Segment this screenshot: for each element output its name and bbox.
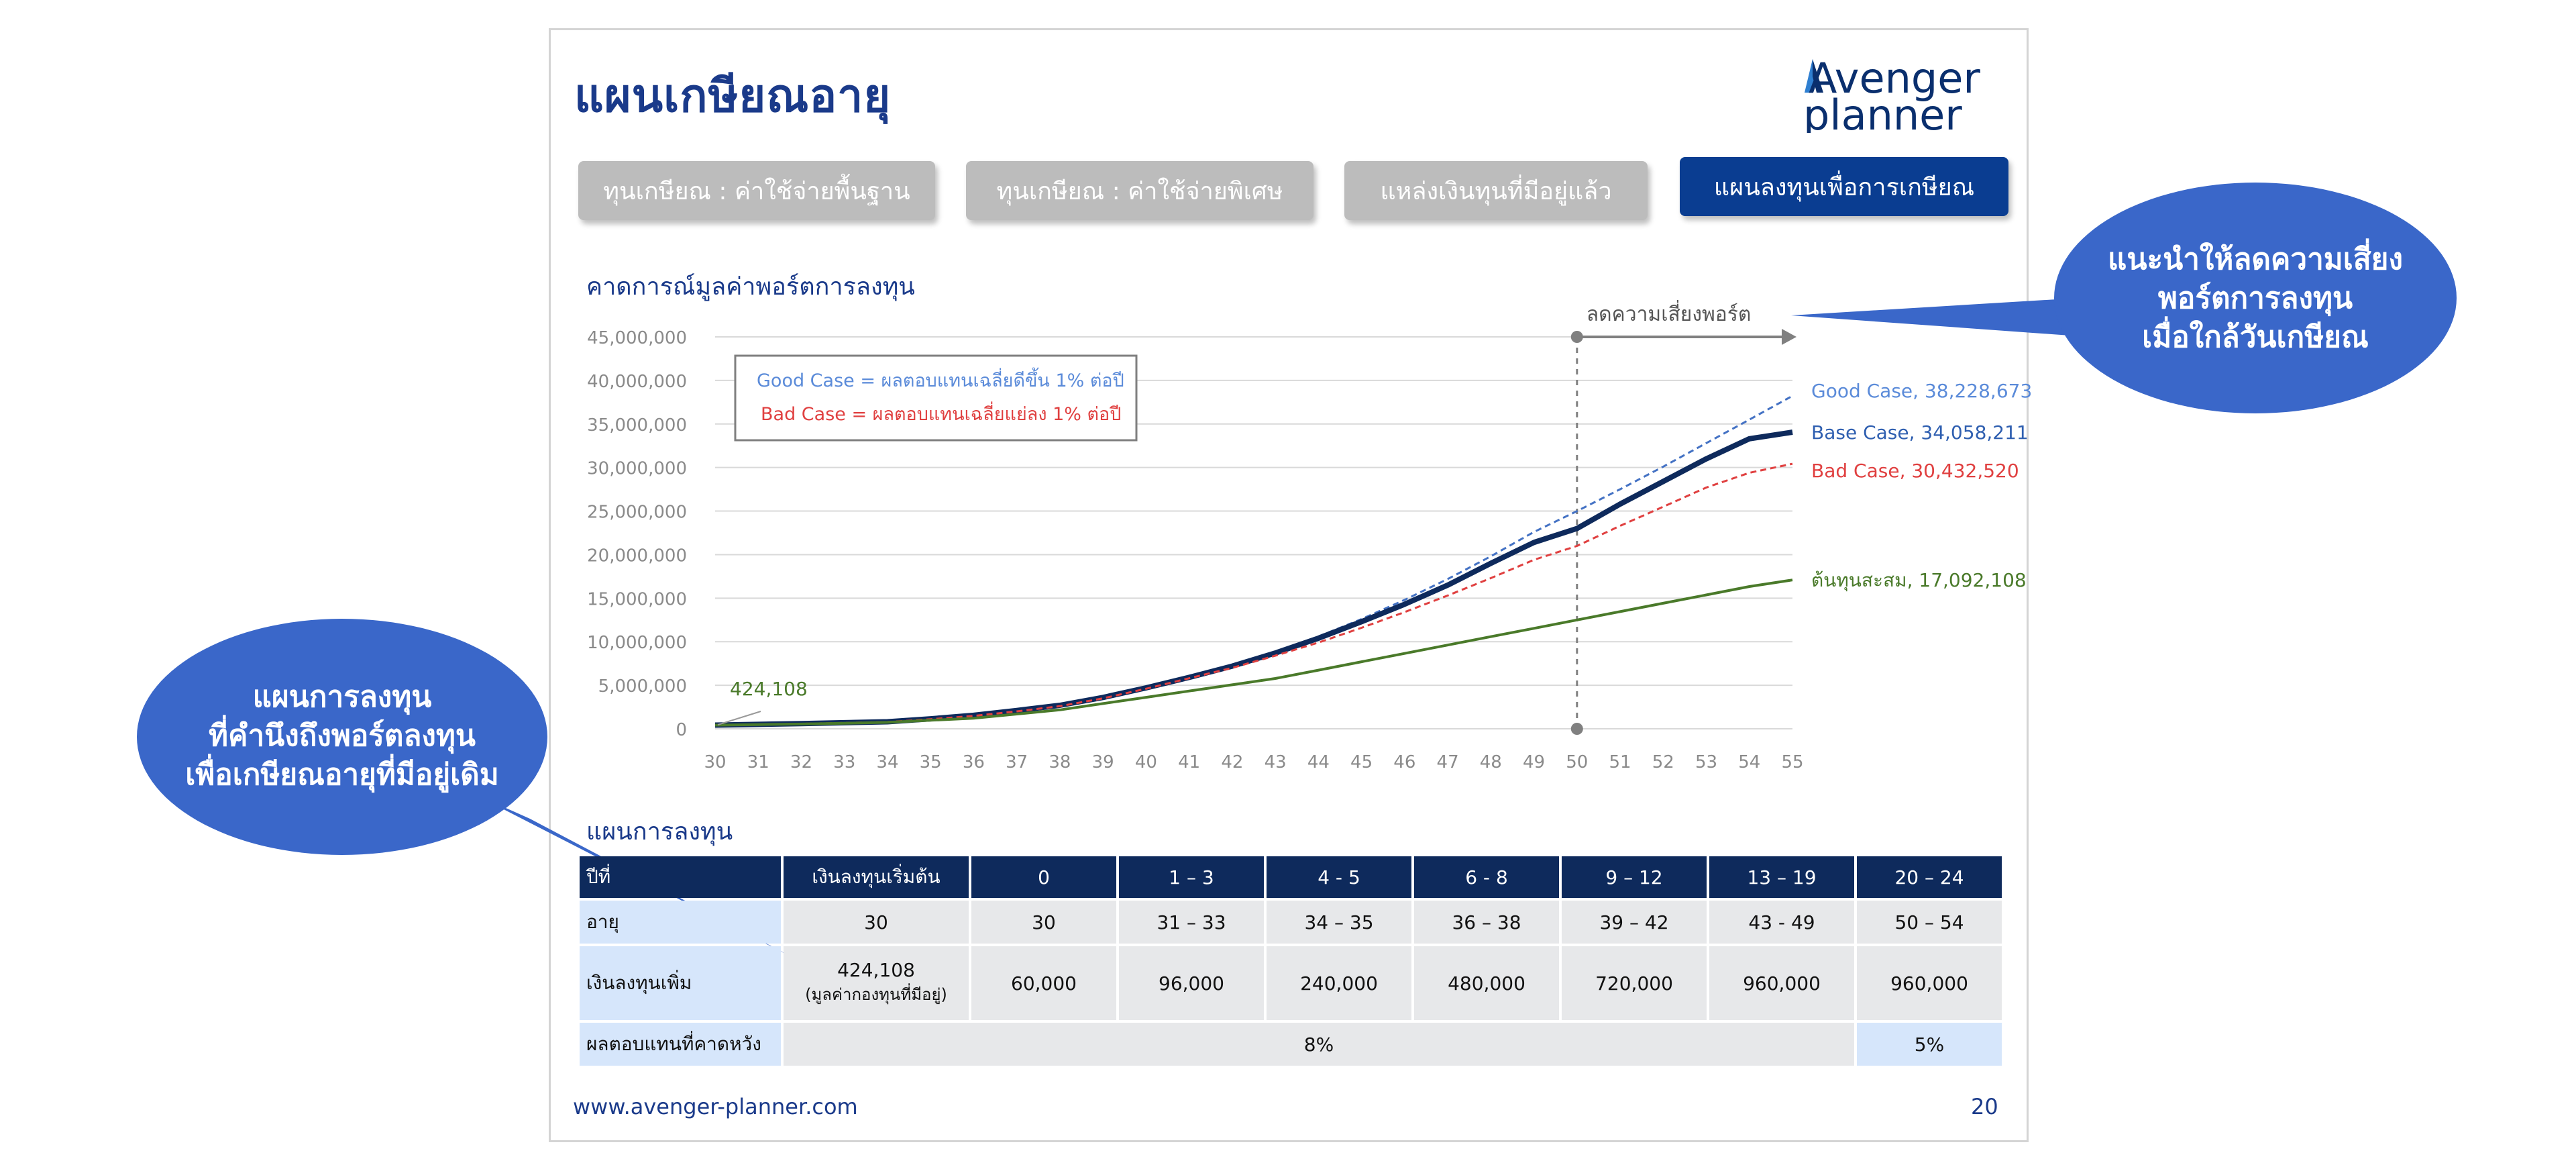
logo-mark-shade-icon	[1813, 59, 1823, 93]
table-header-cell: 9 – 12	[1562, 856, 1707, 898]
initial-amount-note: (มูลค่ากองทุนที่มีอยู่)	[805, 985, 947, 1004]
tab-investment-plan[interactable]: แผนลงทุนเพื่อการเกษียณ	[1680, 157, 2008, 216]
tab-special-expense[interactable]: ทุนเกษียณ : ค่าใช้จ่ายพิเศษ	[966, 161, 1313, 220]
table-row-label: อายุ	[580, 901, 781, 944]
table-header-cell: 6 - 8	[1414, 856, 1559, 898]
callout-left-line: เพื่อเกษียณอายุที่มีอยู่เดิม	[185, 758, 499, 792]
table-cell: 960,000	[1709, 946, 1854, 1020]
table-row-age: อายุ 30 30 31 – 33 34 – 35 36 – 38 39 – …	[580, 901, 2002, 944]
callout-left-line: ที่คำนึงถึงพอร์ตลงทุน	[209, 719, 476, 753]
callout-right-text: แนะนำให้ลดความเสี่ยง พอร์ตการลงทุน เมื่อ…	[2068, 240, 2443, 357]
table-header-cell: 1 – 3	[1119, 856, 1264, 898]
table-cell-initial: 424,108 (มูลค่ากองทุนที่มีอยู่)	[784, 946, 969, 1020]
callout-left-text: แผนการลงทุน ที่คำนึงถึงพอร์ตลงทุน เพื่อเ…	[148, 678, 537, 795]
chart-subtitle: คาดการณ์มูลค่าพอร์ตการลงทุน	[586, 273, 915, 301]
table-cell: 34 – 35	[1267, 901, 1411, 944]
table-row-label: ผลตอบแทนที่คาดหวัง	[580, 1023, 781, 1066]
table-header-cell: เงินลงทุนเริ่มต้น	[784, 856, 969, 898]
table-cell: 43 - 49	[1709, 901, 1854, 944]
tab-label: แหล่งเงินทุนที่มีอยู่แล้ว	[1380, 177, 1612, 205]
table-cell: 30	[971, 901, 1116, 944]
logo-line2: planner	[1803, 91, 1962, 133]
table-cell: 30	[784, 901, 969, 944]
table-header-cell: 13 – 19	[1709, 856, 1854, 898]
table-cell-return-main: 8%	[784, 1023, 1854, 1066]
table-cell: 60,000	[971, 946, 1116, 1020]
callout-right-line: แนะนำให้ลดความเสี่ยง	[2108, 242, 2403, 276]
table-row-return: ผลตอบแทนที่คาดหวัง 8% 5%	[580, 1023, 2002, 1066]
table-cell: 31 – 33	[1119, 901, 1264, 944]
table-subtitle: แผนการลงทุน	[586, 818, 733, 846]
footer-url[interactable]: www.avenger-planner.com	[573, 1094, 858, 1119]
table-cell: 240,000	[1267, 946, 1411, 1020]
tab-existing-funds[interactable]: แหล่งเงินทุนที่มีอยู่แล้ว	[1344, 161, 1648, 220]
table-cell: 960,000	[1857, 946, 2002, 1020]
page-title: แผนเกษียณอายุ	[574, 70, 892, 123]
table-header-row: ปีที่ เงินลงทุนเริ่มต้น 0 1 – 3 4 - 5 6 …	[580, 856, 2002, 898]
table-cell: 50 – 54	[1857, 901, 2002, 944]
table-cell: 720,000	[1562, 946, 1707, 1020]
table-cell: 36 – 38	[1414, 901, 1559, 944]
logo-line1: Avenger	[1809, 54, 1980, 103]
callout-right-line: พอร์ตการลงทุน	[2157, 281, 2353, 315]
table-header-cell: 4 - 5	[1267, 856, 1411, 898]
page-number: 20	[1971, 1094, 1998, 1119]
table-cell: 96,000	[1119, 946, 1264, 1020]
table-cell-return-last: 5%	[1857, 1023, 2002, 1066]
initial-amount: 424,108	[837, 959, 915, 981]
table-row-investment: เงินลงทุนเพิ่ม 424,108 (มูลค่ากองทุนที่ม…	[580, 946, 2002, 1020]
table-header-cell: 0	[971, 856, 1116, 898]
avenger-planner-logo: Avenger planner	[1803, 54, 1980, 133]
table-header-cell: ปีที่	[580, 856, 781, 898]
callout-left-line: แผนการลงทุน	[252, 680, 432, 714]
callout-right-line: เมื่อใกล้วันเกษียณ	[2142, 320, 2369, 354]
tab-label: แผนลงทุนเพื่อการเกษียณ	[1713, 173, 1975, 201]
table-cell: 39 – 42	[1562, 901, 1707, 944]
tab-label: ทุนเกษียณ : ค่าใช้จ่ายพื้นฐาน	[603, 177, 910, 205]
table-row-label: เงินลงทุนเพิ่ม	[580, 946, 781, 1020]
table-header-cell: 20 – 24	[1857, 856, 2002, 898]
table-cell: 480,000	[1414, 946, 1559, 1020]
investment-plan-table: ปีที่ เงินลงทุนเริ่มต้น 0 1 – 3 4 - 5 6 …	[577, 854, 2004, 1068]
tab-basic-expense[interactable]: ทุนเกษียณ : ค่าใช้จ่ายพื้นฐาน	[578, 161, 935, 220]
tab-label: ทุนเกษียณ : ค่าใช้จ่ายพิเศษ	[996, 177, 1283, 205]
